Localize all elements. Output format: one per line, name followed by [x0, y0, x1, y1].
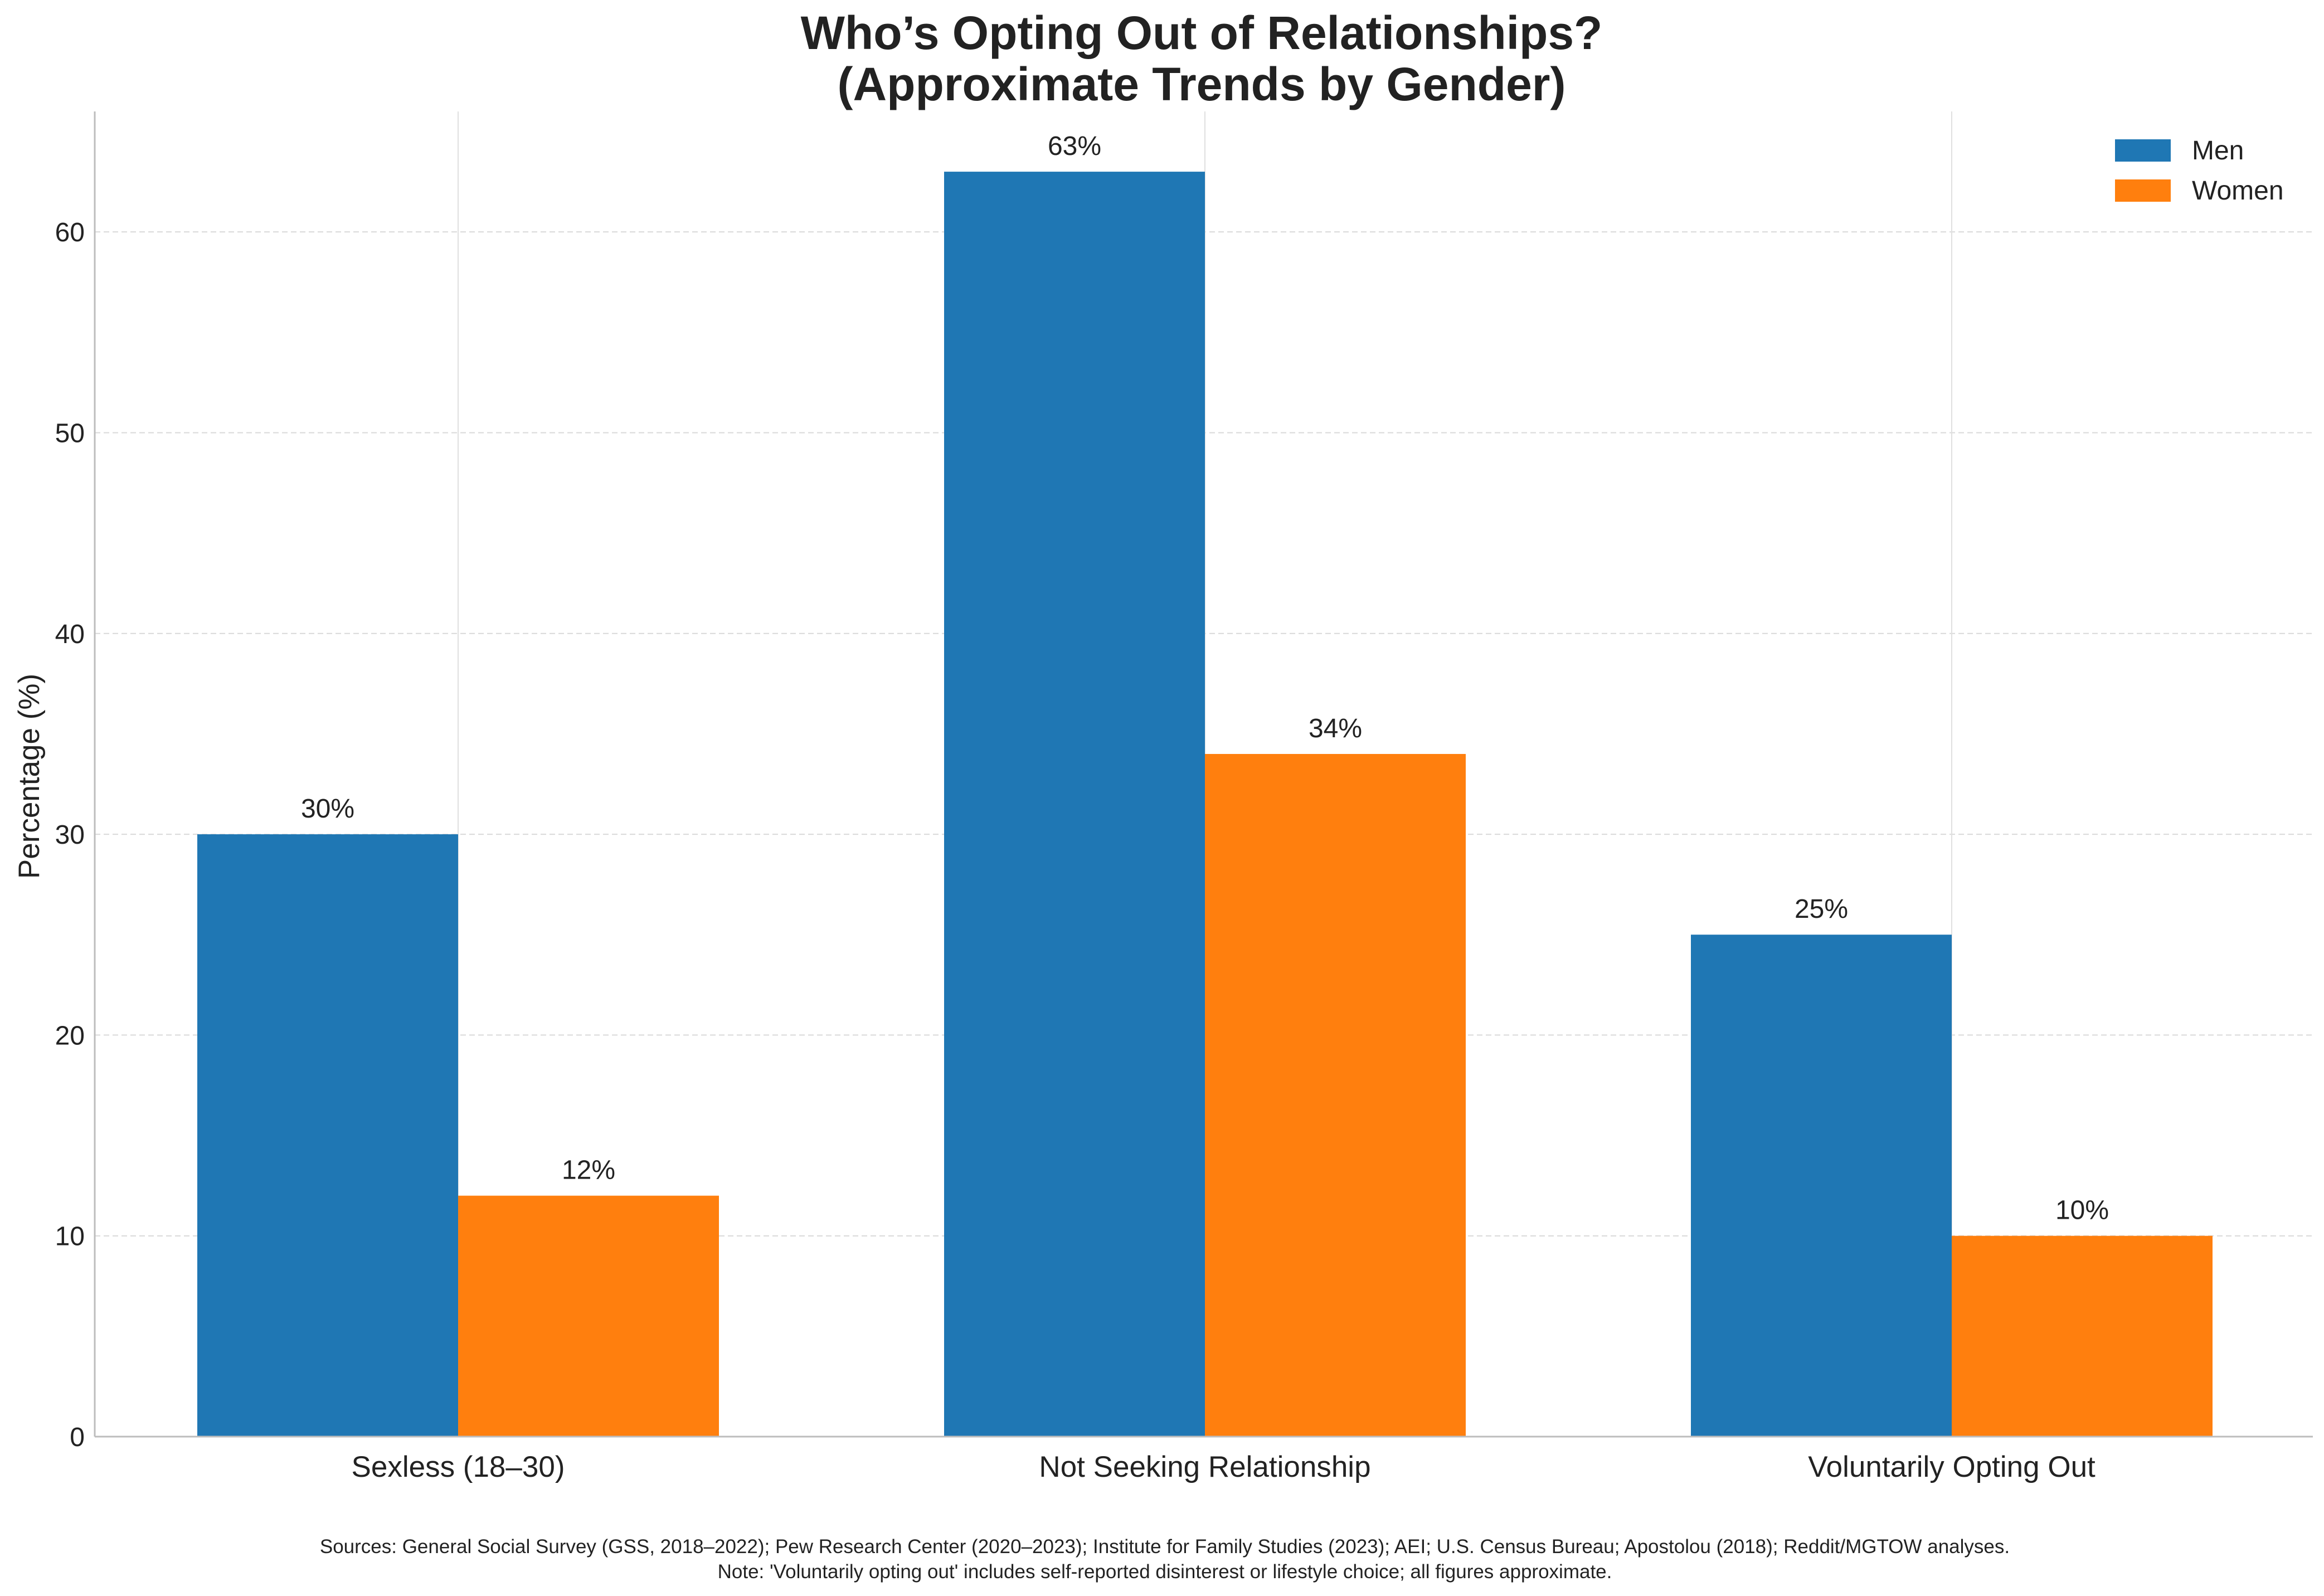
- bars: [197, 172, 2213, 1437]
- y-tick-label: 50: [55, 419, 85, 448]
- data-label: 34%: [1309, 714, 1362, 743]
- bar-women-2: [1205, 753, 1466, 1437]
- legend: Men Women: [2115, 136, 2284, 206]
- legend-swatch-men: [2115, 139, 2171, 162]
- disclaimer-note: Note: 'Voluntarily opting out' includes …: [718, 1561, 1612, 1583]
- legend-swatch-women: [2115, 179, 2171, 202]
- y-tick-label: 60: [55, 218, 85, 247]
- bar-women-3: [1952, 1235, 2213, 1437]
- bar-men-3: [1691, 935, 1952, 1437]
- data-label: 12%: [562, 1156, 615, 1185]
- data-label: 63%: [1048, 132, 1101, 161]
- x-tick-label: Sexless (18–30): [352, 1451, 565, 1483]
- data-label: 10%: [2055, 1196, 2109, 1225]
- data-labels: 30% 63% 25% 12% 34% 10%: [301, 132, 2109, 1225]
- sources-note: Sources: General Social Survey (GSS, 201…: [320, 1536, 2010, 1558]
- y-axis-ticks: 0 10 20 30 40 50 60: [55, 218, 85, 1452]
- bar-men-2: [944, 172, 1205, 1437]
- y-tick-label: 0: [70, 1423, 85, 1452]
- y-tick-label: 20: [55, 1021, 85, 1050]
- bar-women-1: [458, 1195, 719, 1437]
- legend-label-men: Men: [2192, 136, 2244, 166]
- x-axis-ticks: Sexless (18–30) Not Seeking Relationship V…: [352, 1451, 2096, 1483]
- axes: [94, 111, 2313, 1438]
- chart-title-line-2: (Approximate Trends by Gender): [838, 58, 1566, 110]
- y-tick-label: 30: [55, 820, 85, 850]
- bar-men-1: [197, 834, 458, 1437]
- data-label: 30%: [301, 794, 354, 824]
- chart-title-line-1: Who’s Opting Out of Relationships?: [801, 7, 1603, 59]
- x-tick-label: Not Seeking Relationship: [1039, 1451, 1370, 1483]
- y-tick-label: 40: [55, 620, 85, 649]
- data-label: 25%: [1795, 894, 1848, 924]
- legend-label-women: Women: [2192, 176, 2284, 206]
- y-axis-label: Percentage (%): [13, 674, 46, 879]
- x-tick-label: Voluntarily Opting Out: [1808, 1451, 2096, 1483]
- y-tick-label: 10: [55, 1222, 85, 1252]
